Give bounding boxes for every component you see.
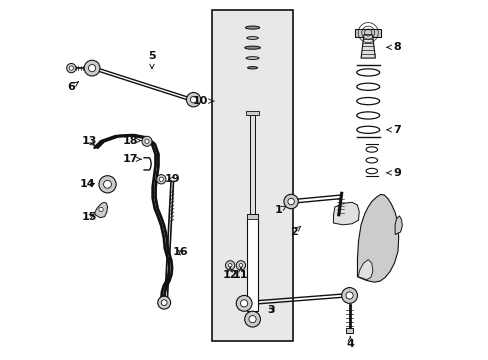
Circle shape [158, 296, 170, 309]
Text: 3: 3 [266, 305, 274, 315]
Text: 16: 16 [172, 247, 188, 257]
Text: 4: 4 [346, 336, 353, 349]
Circle shape [99, 207, 103, 212]
Circle shape [225, 261, 234, 270]
Circle shape [346, 292, 352, 299]
Text: 11: 11 [233, 267, 248, 280]
Circle shape [88, 64, 96, 72]
Bar [346, 328, 352, 333]
Circle shape [103, 180, 111, 188]
Circle shape [161, 300, 167, 306]
Polygon shape [360, 35, 375, 58]
Text: 14: 14 [80, 179, 95, 189]
Text: 8: 8 [386, 42, 400, 52]
Circle shape [144, 139, 149, 143]
Text: 19: 19 [164, 174, 180, 184]
Bar [247, 214, 258, 219]
Circle shape [248, 316, 256, 323]
Polygon shape [358, 260, 372, 280]
Text: 2: 2 [289, 226, 300, 237]
Circle shape [84, 60, 100, 76]
Bar [250, 116, 254, 214]
Polygon shape [394, 216, 402, 234]
Bar [247, 214, 258, 311]
Circle shape [66, 63, 76, 73]
Polygon shape [357, 194, 398, 282]
Circle shape [284, 194, 298, 209]
Circle shape [186, 93, 201, 107]
Circle shape [142, 136, 152, 146]
Circle shape [287, 198, 294, 205]
Bar [212, 10, 292, 341]
Circle shape [239, 264, 242, 267]
Ellipse shape [245, 57, 259, 59]
Circle shape [341, 288, 357, 303]
Circle shape [228, 264, 231, 267]
Circle shape [236, 296, 251, 311]
Text: 17: 17 [122, 154, 141, 164]
Circle shape [156, 175, 165, 184]
Text: 15: 15 [81, 212, 97, 221]
Ellipse shape [247, 67, 257, 69]
Text: 18: 18 [122, 136, 141, 145]
Circle shape [240, 300, 247, 307]
Circle shape [236, 261, 245, 270]
Text: 10: 10 [193, 96, 214, 106]
Circle shape [69, 66, 73, 70]
Ellipse shape [244, 46, 260, 49]
Circle shape [99, 176, 116, 193]
Text: 9: 9 [386, 168, 400, 178]
Circle shape [190, 96, 196, 103]
Ellipse shape [245, 26, 259, 29]
Text: 1: 1 [274, 206, 285, 216]
Circle shape [159, 177, 163, 181]
Polygon shape [94, 202, 107, 218]
Text: 6: 6 [67, 82, 78, 92]
Text: 12: 12 [222, 267, 238, 280]
Bar [245, 111, 259, 116]
Text: 5: 5 [148, 51, 156, 69]
Text: 13: 13 [81, 136, 97, 146]
Ellipse shape [246, 37, 258, 39]
Circle shape [244, 311, 260, 327]
Bar [355, 29, 380, 37]
Polygon shape [333, 202, 359, 225]
Text: 7: 7 [386, 125, 400, 135]
